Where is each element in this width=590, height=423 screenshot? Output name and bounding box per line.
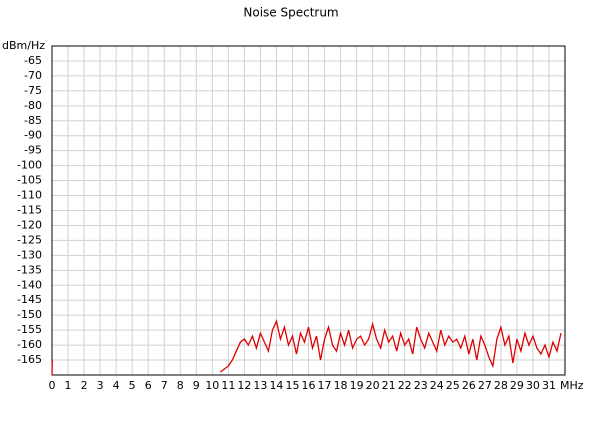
x-tick-label: 18 (334, 379, 348, 392)
x-tick-label: 17 (318, 379, 332, 392)
y-tick-label: -140 (17, 278, 42, 291)
y-tick-label: -105 (17, 174, 42, 187)
y-tick-label: -80 (24, 99, 42, 112)
x-tick-label: 9 (193, 379, 200, 392)
x-tick-label: 21 (382, 379, 396, 392)
x-tick-label: 3 (97, 379, 104, 392)
y-tick-label: -165 (17, 353, 42, 366)
y-tick-label: -90 (24, 129, 42, 142)
x-tick-label: 4 (113, 379, 120, 392)
x-tick-label: 10 (205, 379, 219, 392)
y-tick-label: -120 (17, 218, 42, 231)
x-tick-label: 13 (253, 379, 267, 392)
chart-title: Noise Spectrum (243, 6, 338, 20)
y-tick-label: -145 (17, 293, 42, 306)
y-tick-label: -75 (24, 84, 42, 97)
x-tick-label: 0 (49, 379, 56, 392)
x-tick-label: 2 (81, 379, 88, 392)
y-axis-label: dBm/Hz (2, 39, 45, 52)
x-tick-label: 7 (161, 379, 168, 392)
x-tick-label: 30 (526, 379, 540, 392)
y-tick-label: -115 (17, 204, 42, 217)
x-tick-label: 1 (65, 379, 72, 392)
x-tick-label: 23 (414, 379, 428, 392)
x-tick-label: 31 (542, 379, 556, 392)
x-tick-label: 24 (430, 379, 444, 392)
x-tick-label: 12 (237, 379, 251, 392)
x-tick-label: 19 (350, 379, 364, 392)
x-tick-label: 29 (510, 379, 524, 392)
x-tick-label: 6 (145, 379, 152, 392)
x-axis-label: MHz (560, 379, 584, 392)
y-tick-label: -70 (24, 69, 42, 82)
y-tick-label: -150 (17, 308, 42, 321)
y-tick-label: -95 (24, 144, 42, 157)
y-tick-label: -160 (17, 338, 42, 351)
x-tick-label: 5 (129, 379, 136, 392)
x-tick-label: 25 (446, 379, 460, 392)
x-tick-label: 20 (366, 379, 380, 392)
y-tick-label: -110 (17, 189, 42, 202)
y-tick-label: -65 (24, 54, 42, 67)
y-tick-label: -125 (17, 233, 42, 246)
x-tick-label: 26 (462, 379, 476, 392)
x-tick-label: 15 (285, 379, 299, 392)
x-tick-label: 8 (177, 379, 184, 392)
x-tick-label: 11 (221, 379, 235, 392)
y-tick-label: -135 (17, 263, 42, 276)
y-tick-label: -85 (24, 114, 42, 127)
x-tick-label: 14 (269, 379, 283, 392)
y-tick-label: -130 (17, 248, 42, 261)
x-tick-label: 22 (398, 379, 412, 392)
x-tick-label: 16 (302, 379, 316, 392)
y-tick-label: -100 (17, 159, 42, 172)
x-tick-label: 28 (494, 379, 508, 392)
x-tick-label: 27 (478, 379, 492, 392)
y-tick-label: -155 (17, 323, 42, 336)
